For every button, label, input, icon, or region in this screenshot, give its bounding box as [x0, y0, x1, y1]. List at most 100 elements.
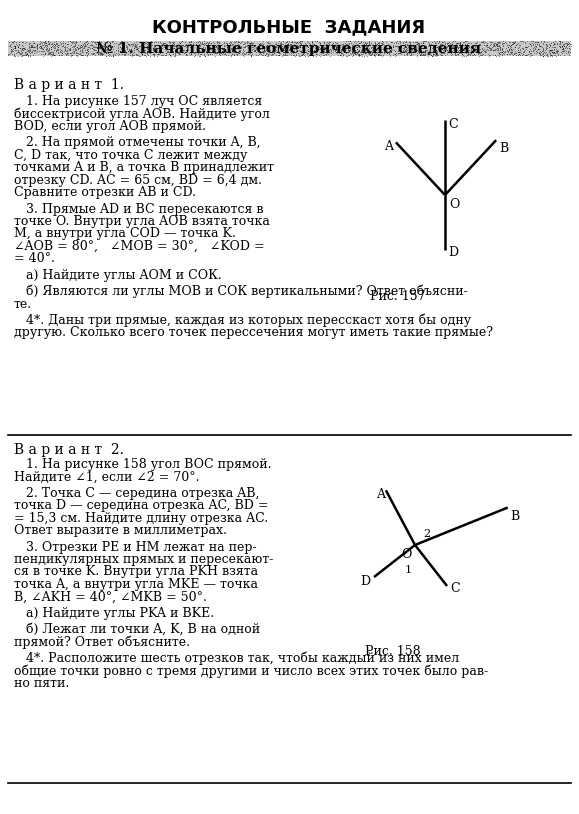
Point — [29, 40, 38, 53]
Point — [241, 40, 251, 53]
Point — [426, 49, 435, 62]
Point — [452, 37, 461, 50]
Point — [227, 46, 236, 59]
Point — [228, 45, 237, 58]
Point — [223, 45, 233, 58]
Point — [296, 44, 306, 57]
Point — [198, 37, 207, 50]
Point — [128, 49, 137, 62]
Point — [137, 40, 146, 53]
Point — [558, 42, 567, 55]
Point — [328, 43, 337, 56]
Point — [89, 40, 98, 53]
Point — [285, 38, 294, 51]
Point — [119, 48, 129, 61]
Point — [482, 38, 491, 51]
Point — [185, 47, 194, 60]
Point — [433, 41, 442, 54]
Point — [10, 40, 20, 53]
Point — [338, 37, 347, 50]
Point — [17, 45, 26, 58]
Point — [360, 37, 369, 50]
Point — [537, 35, 546, 48]
Point — [365, 48, 374, 61]
Point — [266, 44, 275, 57]
Point — [44, 44, 53, 57]
Point — [396, 42, 405, 55]
Point — [201, 37, 210, 50]
Point — [195, 35, 204, 48]
Point — [408, 38, 417, 51]
Point — [250, 43, 259, 56]
Text: D: D — [360, 575, 370, 588]
Point — [565, 45, 574, 58]
Point — [444, 43, 453, 56]
Point — [237, 40, 246, 53]
Point — [392, 39, 401, 52]
Point — [531, 35, 540, 48]
Point — [289, 45, 298, 58]
Point — [391, 37, 400, 50]
Point — [505, 39, 515, 52]
Point — [416, 46, 425, 59]
Point — [434, 37, 443, 50]
Point — [384, 47, 394, 60]
Point — [507, 46, 516, 59]
Point — [235, 40, 244, 53]
Point — [162, 38, 171, 51]
Point — [394, 43, 404, 56]
Point — [247, 40, 256, 53]
Point — [294, 49, 303, 62]
Point — [456, 42, 466, 55]
Point — [49, 46, 58, 59]
Point — [31, 40, 41, 53]
Point — [373, 47, 382, 60]
Point — [319, 35, 328, 48]
Point — [142, 44, 152, 57]
Point — [399, 35, 408, 48]
Point — [149, 38, 158, 51]
Point — [536, 48, 545, 61]
Point — [419, 35, 428, 48]
Point — [239, 36, 248, 49]
Point — [349, 47, 358, 60]
Point — [34, 37, 43, 50]
Point — [72, 35, 81, 48]
Point — [248, 41, 258, 54]
Point — [437, 49, 446, 62]
Point — [470, 41, 479, 54]
Point — [206, 42, 215, 55]
Point — [163, 40, 173, 53]
Point — [295, 35, 304, 48]
Point — [483, 40, 493, 53]
Point — [58, 37, 68, 50]
Point — [129, 37, 138, 50]
Point — [434, 49, 443, 62]
Point — [538, 49, 548, 62]
Point — [29, 46, 38, 59]
Point — [531, 42, 540, 55]
Point — [282, 35, 291, 48]
Point — [431, 46, 440, 59]
Point — [516, 38, 525, 51]
Point — [345, 49, 354, 62]
Point — [275, 37, 284, 50]
Point — [173, 41, 182, 54]
Point — [378, 43, 387, 56]
Point — [296, 37, 306, 50]
Point — [230, 49, 239, 62]
Point — [65, 46, 74, 59]
Point — [341, 37, 350, 50]
Point — [332, 41, 342, 54]
Point — [186, 39, 196, 52]
Point — [307, 35, 317, 48]
Point — [312, 48, 321, 61]
Point — [340, 43, 350, 56]
Point — [149, 41, 158, 54]
Point — [393, 46, 402, 59]
Point — [453, 48, 463, 61]
Point — [495, 38, 504, 51]
Point — [113, 42, 123, 55]
Point — [527, 34, 537, 47]
Point — [562, 38, 571, 51]
